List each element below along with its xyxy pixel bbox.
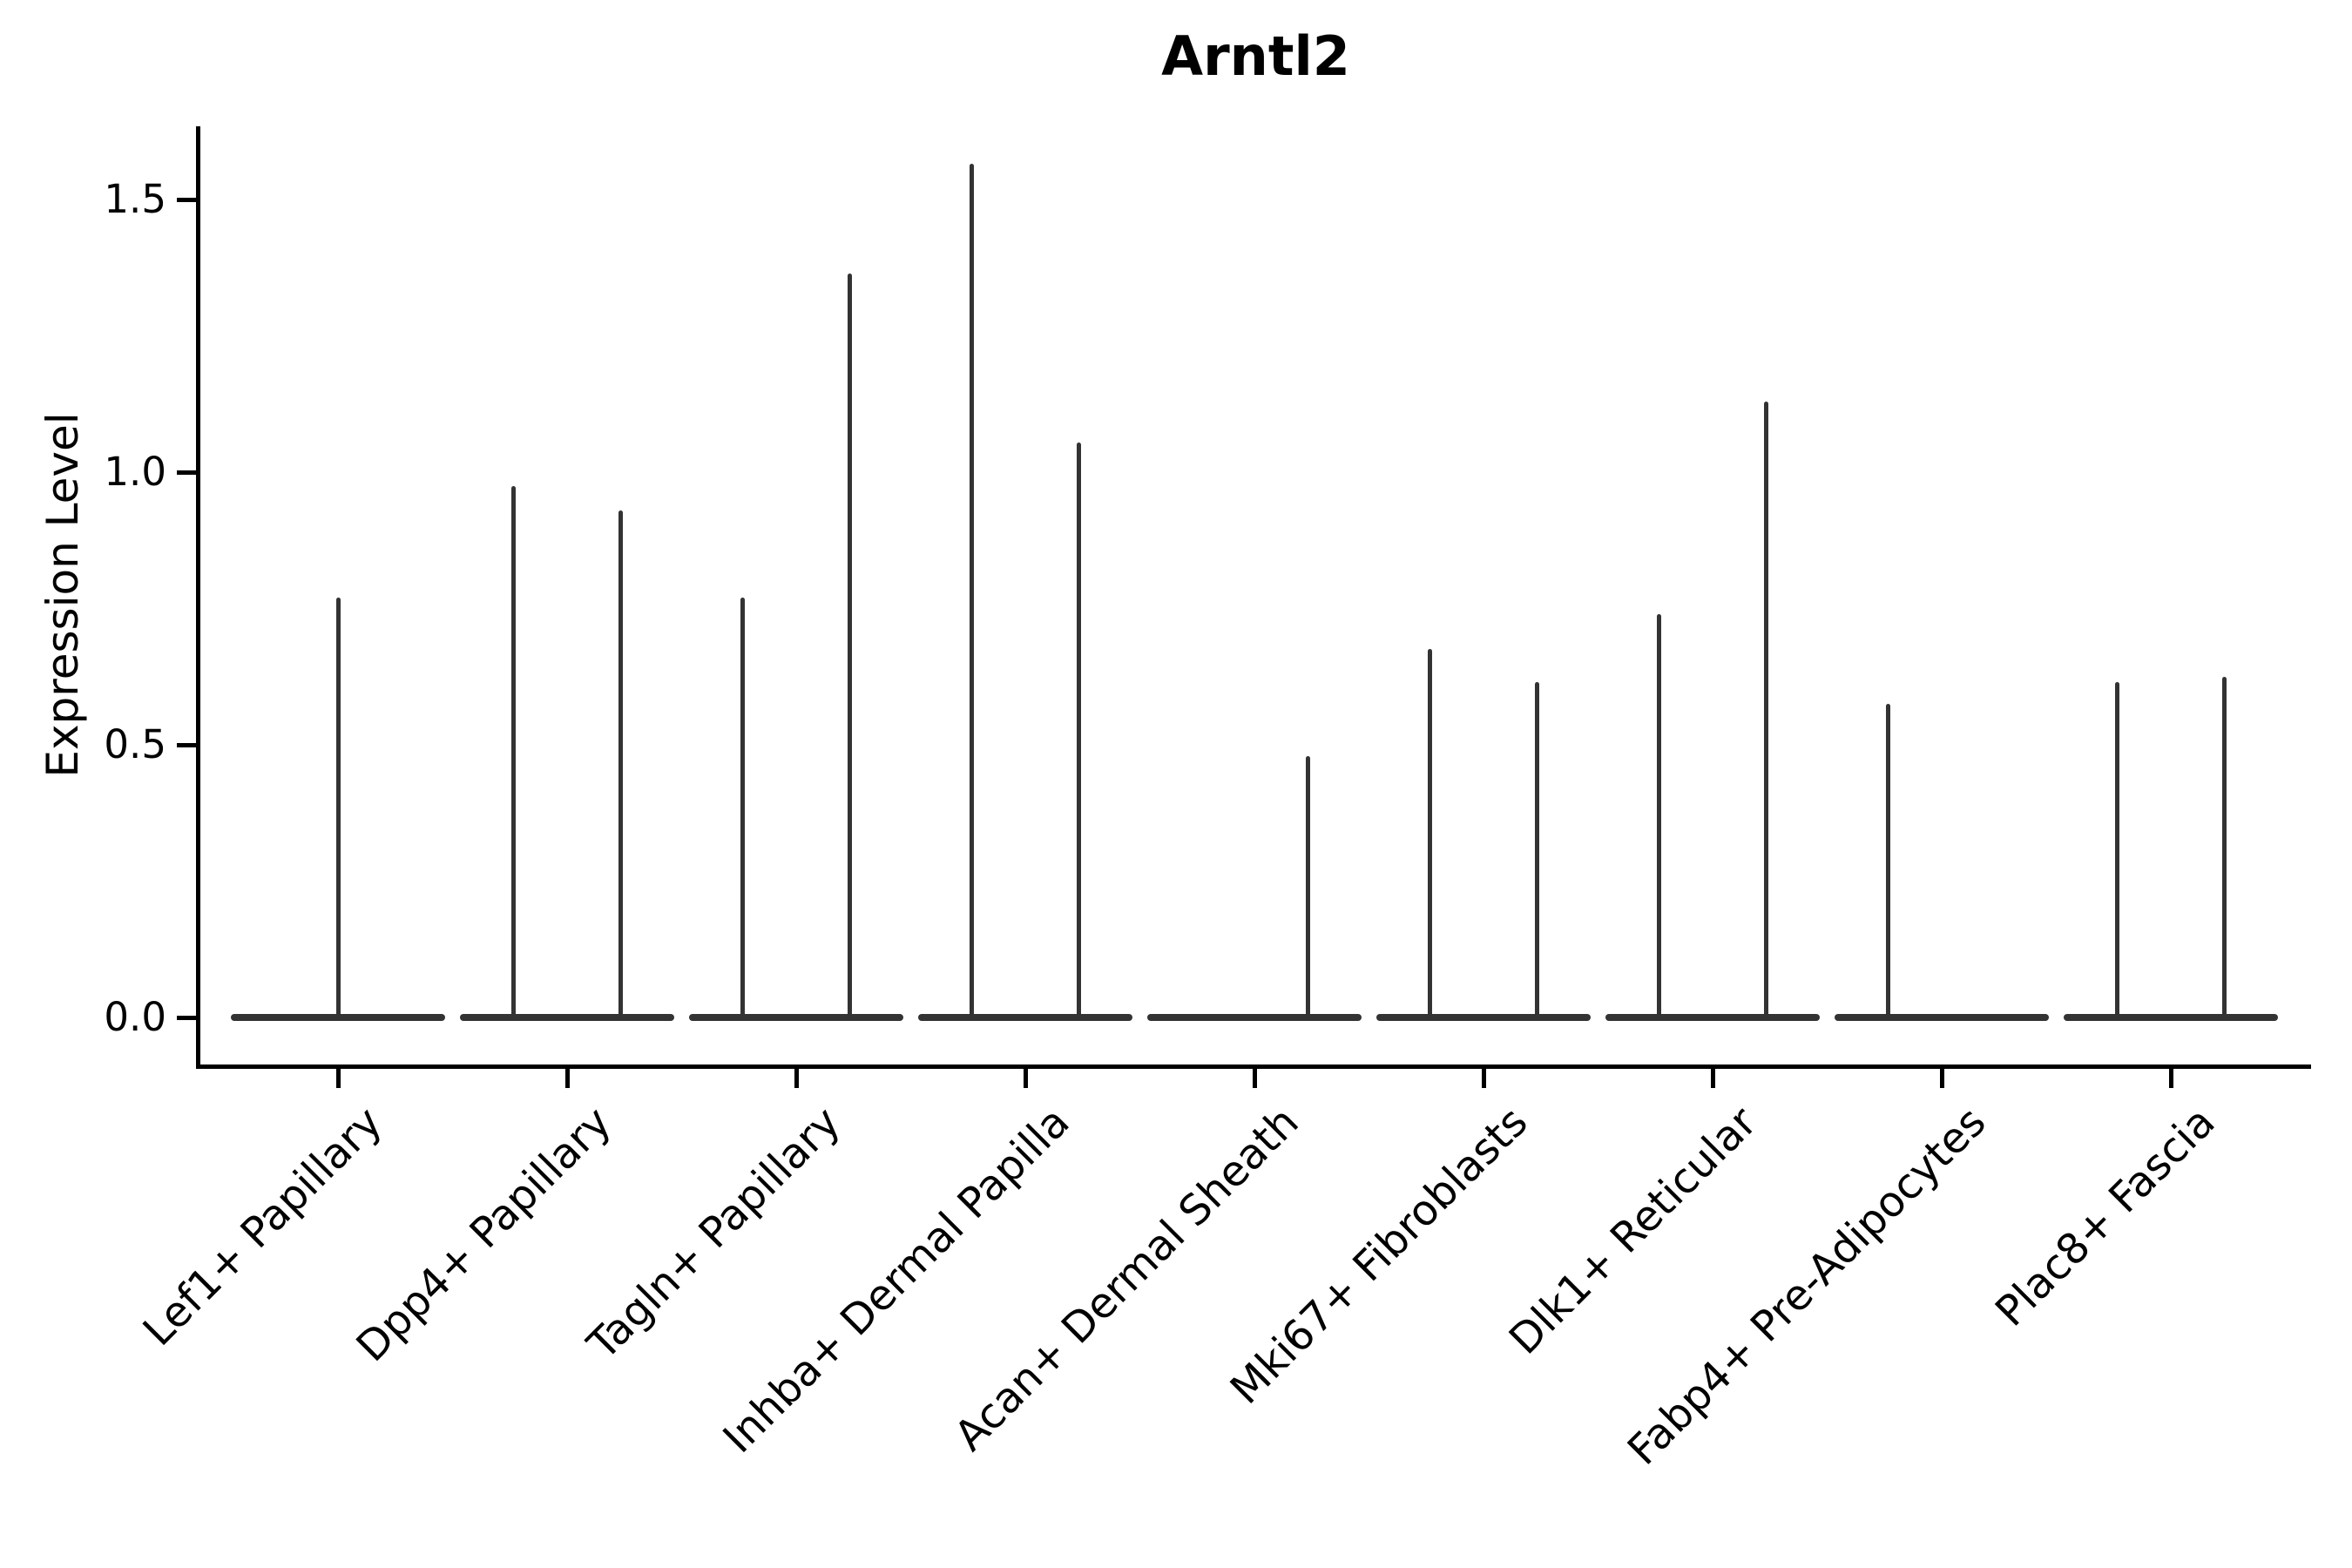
violin-base [2064,1014,2278,1021]
violin-base [1835,1014,2049,1021]
x-tick-mark [794,1069,799,1088]
x-tick-mark [2169,1069,2173,1088]
violin-max-spike [1306,755,1310,1021]
violin-max-spike [1764,401,1768,1021]
x-tick-mark [1482,1069,1486,1088]
violin-base [689,1014,903,1021]
violin-base [1147,1014,1362,1021]
x-tick-mark [1940,1069,1944,1088]
y-tick-label: 0.5 [104,721,166,767]
y-tick-mark [177,470,196,475]
x-tick-mark [336,1069,341,1088]
violin-base [1605,1014,1820,1021]
violin-max-spike [970,164,974,1021]
x-tick-mark [1024,1069,1028,1088]
violin-max-spike [335,597,341,1021]
x-tick-mark [1711,1069,1715,1088]
x-tick-label: Lef1+ Papillary [133,1098,392,1355]
violin-max-spike [848,273,852,1021]
x-tick-mark [1253,1069,1257,1088]
y-tick-label: 0.0 [104,994,166,1040]
y-tick-label: 1.5 [104,176,166,222]
y-axis-spine [196,126,200,1069]
violin-max-spike [2222,676,2227,1021]
x-tick-label: Dpp4+ Papillary [347,1098,621,1372]
violin-max-spike [1428,649,1432,1021]
chart-title: Arntl2 [1161,24,1350,88]
violin-base [918,1014,1132,1021]
violin-max-spike [1535,682,1539,1021]
x-tick-label: Plac8+ Fascia [1986,1098,2225,1336]
violin-max-spike [1077,442,1081,1021]
y-tick-mark [177,1016,196,1020]
violin-base [460,1014,674,1021]
x-tick-label: Tagln+ Papillary [578,1098,850,1369]
y-tick-label: 1.0 [104,449,166,495]
violin-max-spike [511,485,516,1021]
x-tick-label: Dlk1+ Reticular [1499,1098,1767,1364]
x-axis-spine [196,1064,2311,1069]
y-tick-mark [177,743,196,747]
violin-max-spike [1886,704,1890,1021]
violin-max-spike [1657,613,1661,1021]
violin-max-spike [2115,682,2119,1021]
x-tick-mark [565,1069,570,1088]
y-tick-mark [177,198,196,202]
violin-max-spike [740,597,745,1021]
violin-max-spike [618,510,623,1021]
violin-base [1376,1014,1591,1021]
